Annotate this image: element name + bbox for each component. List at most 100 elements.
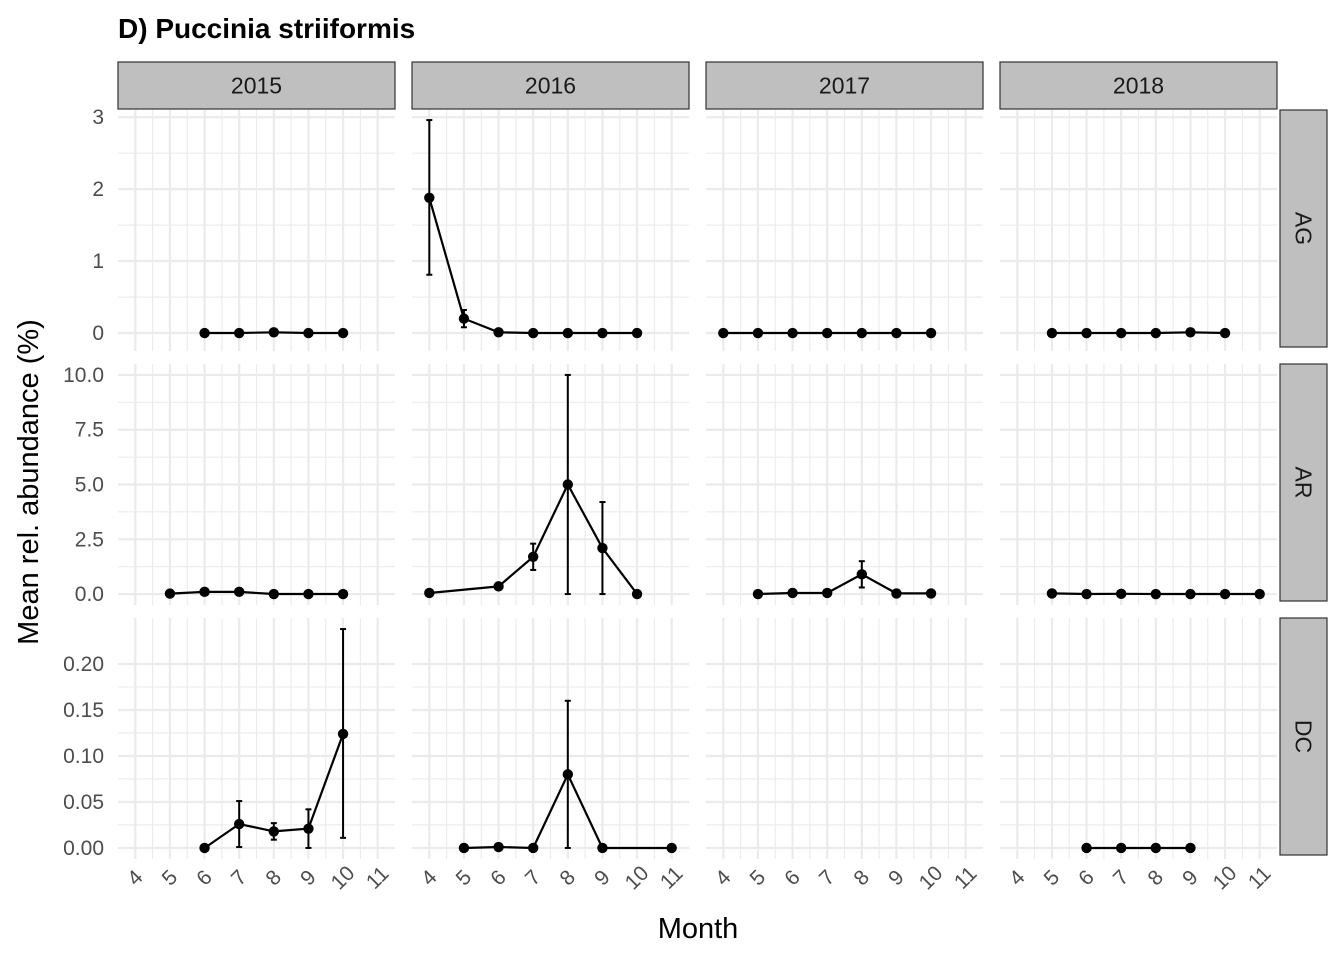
panel-DC-2018: [1000, 618, 1277, 859]
data-point: [268, 826, 280, 837]
x-tick-label-2018: 5: [1040, 866, 1065, 891]
data-point: [1081, 588, 1092, 600]
x-tick-label-2015: 4: [123, 866, 148, 891]
y-tick-label-DC: 0.15: [63, 699, 104, 722]
strip-col-2017: [705, 61, 984, 110]
series-DC-2015: [199, 628, 349, 854]
data-point: [856, 327, 868, 339]
strip-col-label-2018: 2018: [1113, 73, 1164, 99]
series-AR-2016: [424, 373, 643, 600]
panel-AG-2018: [1000, 110, 1277, 351]
x-tick-label-2015: 10: [327, 862, 360, 895]
x-tick-label-2016: 6: [486, 866, 511, 891]
data-point: [1185, 588, 1196, 600]
data-point: [424, 192, 435, 203]
data-point: [925, 588, 937, 599]
panel-AR-2018: [1000, 364, 1277, 605]
data-point: [666, 842, 677, 854]
series-AG-2017: [718, 327, 937, 339]
data-point: [1150, 327, 1162, 339]
data-point: [562, 769, 574, 780]
data-point: [597, 842, 608, 854]
data-point: [1150, 842, 1162, 854]
x-tick-label-2017: 6: [780, 866, 805, 891]
x-tick-label-2015: 6: [192, 866, 217, 891]
strip-row-label-DC: DC: [1291, 720, 1317, 753]
data-point: [303, 588, 314, 600]
x-tick-label-2018: 4: [1005, 866, 1030, 891]
data-point: [752, 327, 764, 339]
data-point: [891, 327, 902, 339]
data-point: [493, 581, 504, 592]
data-point: [631, 327, 643, 339]
data-point: [233, 327, 245, 339]
data-point: [718, 327, 729, 339]
data-point: [337, 327, 349, 339]
y-tick-label-AR: 2.5: [75, 528, 104, 551]
strip-col-2015: [117, 61, 396, 110]
series-DC-2016: [458, 699, 677, 854]
x-tick-label-2017: 8: [850, 866, 875, 891]
y-tick-label-AR: 5.0: [75, 474, 104, 497]
strip-row-label-AR: AR: [1291, 467, 1317, 499]
y-tick-labels: 0 1 2 3 0.0 2.5 5.0 7.5 10.0 0.00 0.05 0.10 0.15 0.20: [63, 106, 104, 860]
data-point: [1185, 327, 1196, 338]
data-point: [527, 842, 539, 854]
x-tick-label-2018: 11: [1244, 862, 1276, 894]
facet-strips: 2015 2016 2017 2018 AG AR DC: [117, 61, 1328, 856]
panel-AG-2017: [706, 110, 983, 351]
data-point: [925, 327, 937, 339]
y-tick-label-AR: 10.0: [63, 364, 104, 387]
data-point: [597, 327, 608, 339]
y-tick-label-DC: 0.05: [63, 791, 104, 814]
x-tick-label-2016: 7: [521, 866, 546, 891]
x-tick-label-2016: 10: [621, 862, 654, 895]
series-DC-2018: [1081, 842, 1196, 854]
x-tick-label-2017: 9: [884, 866, 909, 891]
x-tick-label-2017: 11: [950, 862, 982, 894]
x-tick-label-2015: 5: [158, 866, 183, 891]
x-tick-label-2015: 7: [227, 866, 252, 891]
panel-AG-2016: [412, 110, 689, 351]
data-point: [1081, 327, 1092, 339]
data-point: [303, 823, 314, 834]
series-AR-2015: [164, 586, 349, 600]
series-AG-2018: [1046, 327, 1231, 339]
facet-panels: [118, 110, 1277, 859]
data-point: [1115, 588, 1127, 600]
y-tick-label-AR: 7.5: [75, 419, 104, 442]
series-line: [463, 771, 672, 850]
strip-row-label-AG: AG: [1291, 212, 1317, 245]
strip-row-DC: [1279, 617, 1328, 856]
data-point: [891, 588, 902, 599]
data-point: [562, 327, 574, 339]
data-point: [199, 842, 210, 854]
series-line: [757, 573, 932, 596]
x-tick-label-2016: 11: [656, 862, 688, 894]
data-point: [268, 327, 280, 338]
data-point: [821, 587, 833, 599]
data-point: [199, 327, 210, 339]
x-tick-label-2015: 9: [296, 866, 321, 891]
data-point: [856, 569, 868, 580]
data-point: [303, 327, 314, 339]
series-AR-2018: [1046, 588, 1265, 600]
y-tick-label-DC: 0.00: [63, 837, 104, 860]
data-point: [1219, 327, 1231, 339]
x-tick-label-2018: 9: [1178, 866, 1203, 891]
data-point: [233, 818, 245, 830]
y-axis-title: Mean rel. abundance (%): [13, 319, 45, 645]
x-tick-label-2015: 8: [262, 866, 287, 891]
x-tick-label-2018: 8: [1144, 866, 1169, 891]
data-point: [164, 588, 176, 599]
data-point: [821, 327, 833, 339]
data-point: [752, 588, 764, 600]
series-AG-2015: [199, 327, 349, 339]
strip-col-label-2015: 2015: [231, 73, 282, 99]
series-line: [429, 482, 638, 595]
data-point: [787, 587, 798, 599]
data-point: [1150, 588, 1162, 600]
strip-col-label-2016: 2016: [525, 73, 576, 99]
data-point: [268, 588, 280, 600]
